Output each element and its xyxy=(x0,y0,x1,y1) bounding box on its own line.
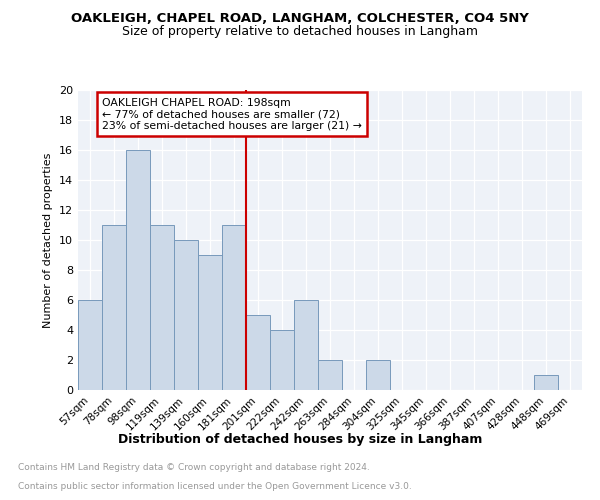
Bar xyxy=(126,150,150,390)
Bar xyxy=(246,315,270,390)
Bar xyxy=(294,300,318,390)
Bar xyxy=(222,225,246,390)
Bar xyxy=(150,225,174,390)
Y-axis label: Number of detached properties: Number of detached properties xyxy=(43,152,53,328)
Bar xyxy=(366,360,390,390)
Bar xyxy=(198,255,222,390)
Bar xyxy=(270,330,294,390)
Text: Contains HM Land Registry data © Crown copyright and database right 2024.: Contains HM Land Registry data © Crown c… xyxy=(18,464,370,472)
Text: Size of property relative to detached houses in Langham: Size of property relative to detached ho… xyxy=(122,25,478,38)
Bar xyxy=(318,360,342,390)
Bar xyxy=(534,375,558,390)
Text: OAKLEIGH, CHAPEL ROAD, LANGHAM, COLCHESTER, CO4 5NY: OAKLEIGH, CHAPEL ROAD, LANGHAM, COLCHEST… xyxy=(71,12,529,26)
Bar xyxy=(174,240,198,390)
Text: Distribution of detached houses by size in Langham: Distribution of detached houses by size … xyxy=(118,432,482,446)
Bar xyxy=(102,225,126,390)
Text: Contains public sector information licensed under the Open Government Licence v3: Contains public sector information licen… xyxy=(18,482,412,491)
Text: OAKLEIGH CHAPEL ROAD: 198sqm
← 77% of detached houses are smaller (72)
23% of se: OAKLEIGH CHAPEL ROAD: 198sqm ← 77% of de… xyxy=(102,98,362,130)
Bar xyxy=(78,300,102,390)
